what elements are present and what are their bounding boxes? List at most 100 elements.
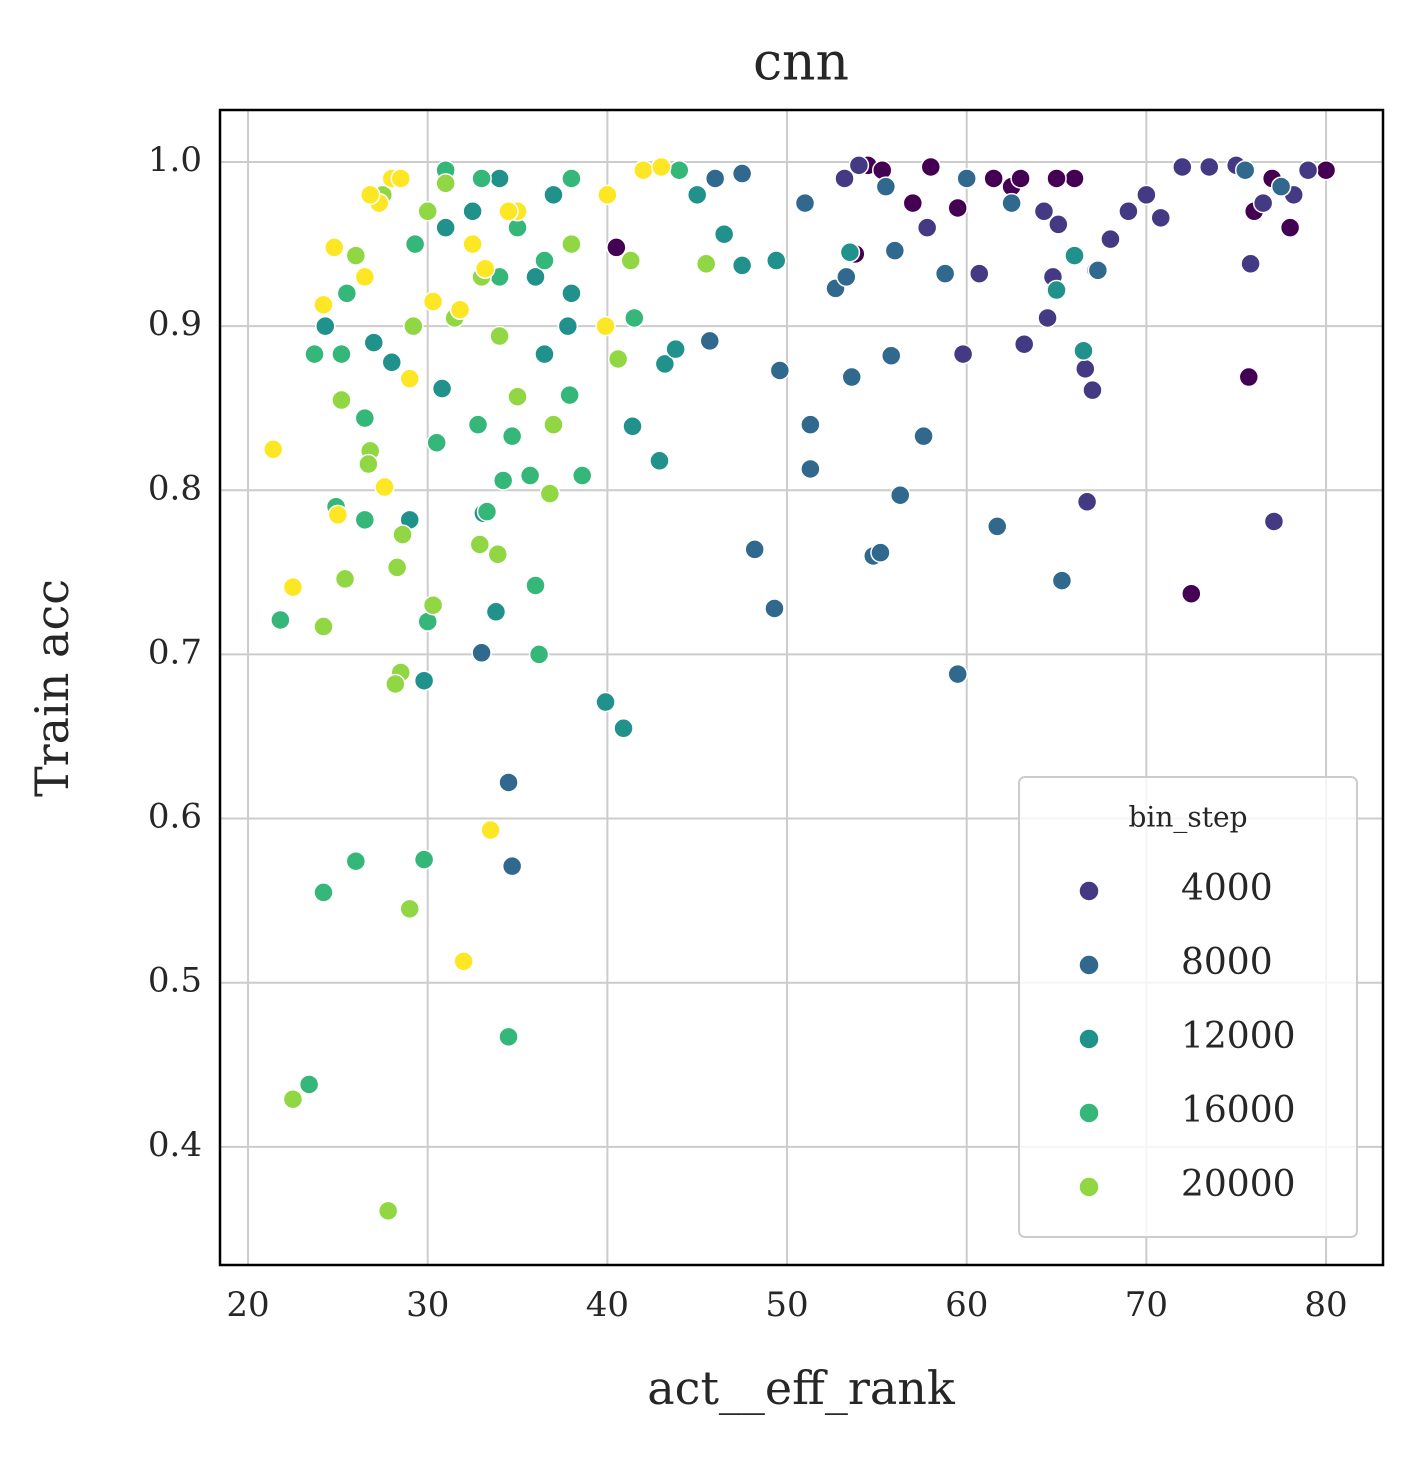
point <box>354 266 376 288</box>
point <box>1118 201 1139 222</box>
y-tick-label: 0.6 <box>148 797 202 837</box>
point <box>358 453 379 475</box>
point <box>417 201 438 222</box>
point <box>282 1088 304 1110</box>
x-tick-label: 70 <box>1125 1285 1168 1325</box>
point <box>913 425 934 447</box>
legend-box <box>1018 776 1358 1238</box>
point <box>1082 379 1103 401</box>
point <box>413 670 435 691</box>
point <box>766 250 787 271</box>
point <box>519 465 541 486</box>
point <box>422 594 444 616</box>
legend-label: 20000 <box>1181 1164 1296 1205</box>
point <box>597 184 618 206</box>
point <box>315 315 336 337</box>
point <box>462 201 483 222</box>
point <box>336 283 358 304</box>
point <box>498 1026 519 1048</box>
point <box>392 524 413 545</box>
point <box>381 352 403 373</box>
point <box>363 332 385 353</box>
point <box>800 414 821 435</box>
point <box>889 484 911 506</box>
point <box>731 255 753 276</box>
point <box>480 819 501 841</box>
point <box>934 263 956 284</box>
point <box>1240 253 1261 275</box>
point <box>613 718 634 739</box>
point <box>534 343 555 365</box>
point <box>695 253 717 275</box>
point <box>374 476 395 498</box>
legend-label: 12000 <box>1181 1016 1296 1057</box>
point <box>525 266 546 288</box>
point <box>1064 168 1085 189</box>
point <box>557 315 579 337</box>
point <box>1073 340 1094 362</box>
point <box>354 509 376 531</box>
point <box>543 184 564 206</box>
point <box>331 343 352 365</box>
point <box>304 343 325 365</box>
point <box>404 233 426 255</box>
point <box>282 576 304 598</box>
y-axis-label: Train acc <box>25 579 79 797</box>
point <box>1315 159 1337 181</box>
point <box>884 240 906 261</box>
legend-label: 16000 <box>1181 1090 1296 1131</box>
point <box>731 163 753 184</box>
legend-marker <box>1078 1176 1100 1198</box>
point <box>498 201 519 222</box>
point <box>620 250 641 271</box>
point <box>1136 184 1157 206</box>
point <box>390 168 411 189</box>
point <box>313 616 334 637</box>
point <box>1033 201 1055 222</box>
y-tick-label: 0.4 <box>148 1125 202 1165</box>
legend-marker <box>1078 880 1100 902</box>
point <box>1046 168 1067 189</box>
point <box>489 325 510 347</box>
point <box>471 642 492 664</box>
point <box>800 458 821 480</box>
point <box>539 483 561 504</box>
legend-marker <box>1078 954 1100 976</box>
x-tick-label: 40 <box>586 1285 629 1325</box>
y-tick-label: 0.9 <box>148 304 202 344</box>
point <box>1037 307 1058 329</box>
point <box>262 439 284 460</box>
y-tick-label: 0.7 <box>148 632 202 672</box>
point <box>313 882 334 903</box>
point <box>331 389 352 411</box>
point <box>870 542 891 563</box>
point <box>836 266 857 288</box>
legend-label: 8000 <box>1181 942 1273 983</box>
point <box>467 414 489 435</box>
point <box>399 368 420 389</box>
point <box>983 168 1004 189</box>
point <box>668 159 690 181</box>
x-tick-label: 20 <box>226 1285 269 1325</box>
point <box>1100 228 1121 250</box>
point <box>744 539 765 560</box>
point <box>270 609 291 631</box>
legend-label: 4000 <box>1181 868 1273 909</box>
point <box>492 470 514 491</box>
legend-title: bin_step <box>1128 801 1247 834</box>
plot-frame <box>218 108 1385 1267</box>
point <box>1172 156 1193 178</box>
point <box>385 673 406 695</box>
point <box>794 192 816 214</box>
point <box>841 366 862 388</box>
point <box>920 156 942 178</box>
point <box>377 1200 399 1222</box>
point <box>624 307 645 329</box>
point <box>956 168 977 189</box>
point <box>1252 192 1274 214</box>
point <box>686 184 708 206</box>
point <box>413 849 435 870</box>
point <box>595 691 616 713</box>
x-tick-label: 80 <box>1304 1285 1347 1325</box>
point <box>469 534 491 555</box>
